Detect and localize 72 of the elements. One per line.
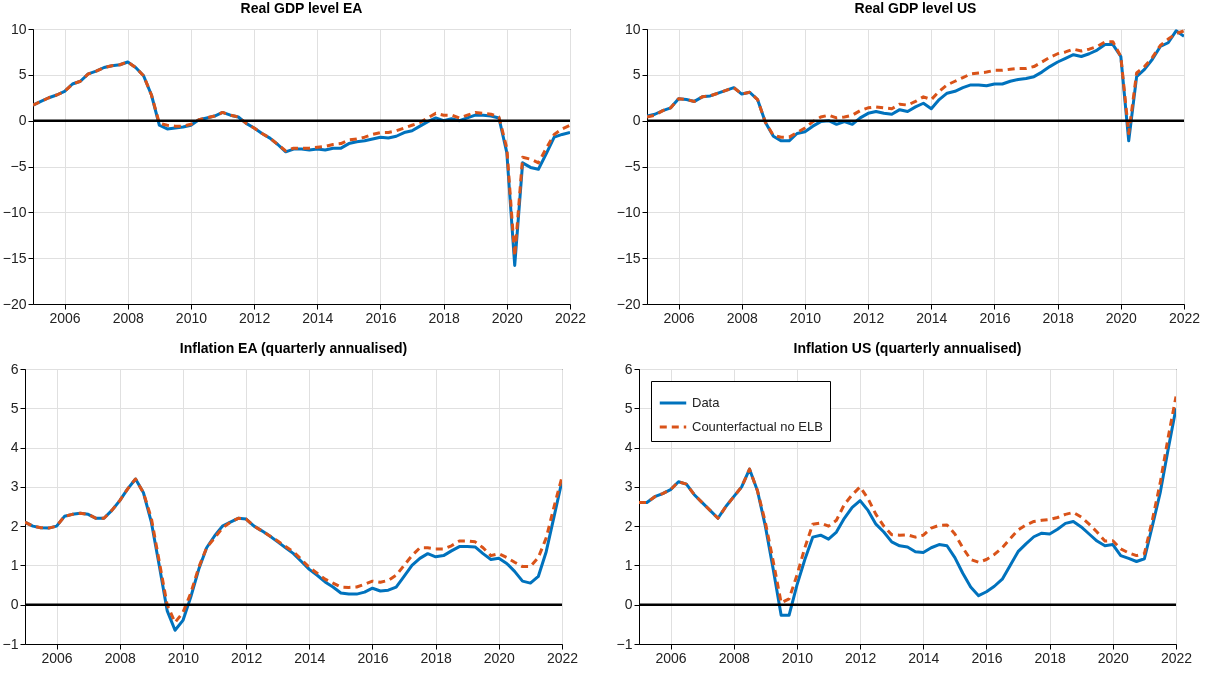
y-tick-label: 4 — [10, 439, 19, 456]
x-tick-label: 2006 — [663, 309, 695, 326]
x-tick-label: 2022 — [1160, 649, 1193, 666]
y-tick-label: 10 — [10, 20, 27, 37]
x-tick-label: 2012 — [845, 649, 877, 666]
x-tick-label: 2018 — [1034, 649, 1066, 666]
y-tick-label: 5 — [18, 66, 27, 83]
y-tick-label: 0 — [632, 112, 641, 129]
x-tick-label: 2018 — [428, 309, 460, 326]
x-tick-label: 2012 — [231, 649, 263, 666]
y-tick-label: −20 — [2, 295, 27, 312]
y-tick-label: −1 — [616, 635, 633, 652]
x-tick-label: 2018 — [420, 649, 452, 666]
y-tick-label: 1 — [10, 556, 19, 573]
x-tick-label: 2010 — [789, 309, 822, 326]
y-tick-label: 3 — [624, 478, 633, 495]
y-tick-label: −5 — [624, 158, 641, 174]
y-tick-label: 5 — [624, 399, 633, 416]
x-tick-label: 2018 — [1042, 309, 1074, 326]
x-tick-label: 2022 — [1168, 309, 1201, 326]
y-tick-label: 5 — [10, 399, 19, 416]
y-tick-label: 10 — [624, 20, 641, 37]
y-tick-label: 0 — [18, 112, 27, 129]
x-tick-label: 2020 — [491, 309, 524, 326]
x-tick-label: 2010 — [781, 649, 814, 666]
x-tick-label: 2016 — [971, 649, 1003, 666]
x-tick-label: 2020 — [1105, 309, 1138, 326]
x-tick-label: 2020 — [483, 649, 516, 666]
y-tick-label: 5 — [632, 66, 641, 83]
x-tick-label: 2022 — [554, 309, 587, 326]
x-tick-label: 2008 — [726, 309, 759, 326]
chart-title: Inflation US (quarterly annualised) — [793, 340, 1022, 356]
x-tick-label: 2022 — [546, 649, 579, 666]
y-tick-label: −20 — [616, 295, 641, 312]
legend-label: Counterfactual no ELB — [692, 419, 823, 434]
y-tick-label: −10 — [2, 203, 27, 220]
y-tick-label: 3 — [10, 478, 19, 495]
y-tick-label: −15 — [616, 249, 641, 266]
y-tick-label: −15 — [2, 249, 27, 266]
y-tick-label: 6 — [10, 360, 19, 377]
x-tick-label: 2014 — [294, 649, 326, 666]
y-tick-label: −5 — [10, 158, 27, 174]
chart-title: Real GDP level US — [854, 0, 977, 16]
x-tick-label: 2012 — [853, 309, 885, 326]
x-tick-label: 2020 — [1097, 649, 1130, 666]
x-tick-label: 2014 — [916, 309, 948, 326]
x-tick-label: 2014 — [302, 309, 334, 326]
x-tick-label: 2008 — [112, 309, 145, 326]
x-tick-label: 2016 — [979, 309, 1011, 326]
x-tick-label: 2008 — [104, 649, 137, 666]
x-tick-label: 2006 — [655, 649, 687, 666]
y-tick-label: 2 — [624, 517, 633, 534]
y-tick-label: −10 — [616, 203, 641, 220]
x-tick-label: 2016 — [365, 309, 397, 326]
x-tick-label: 2014 — [908, 649, 940, 666]
x-tick-label: 2006 — [49, 309, 81, 326]
y-tick-label: 0 — [10, 596, 19, 613]
y-tick-label: 0 — [624, 596, 633, 613]
x-tick-label: 2010 — [167, 649, 200, 666]
y-tick-label: −1 — [2, 635, 19, 652]
chart-title: Inflation EA (quarterly annualised) — [179, 340, 408, 356]
legend-label: Data — [692, 395, 721, 410]
x-tick-label: 2010 — [175, 309, 208, 326]
x-tick-label: 2012 — [239, 309, 271, 326]
y-tick-label: 6 — [624, 360, 633, 377]
x-tick-label: 2008 — [718, 649, 751, 666]
y-tick-label: 2 — [10, 517, 19, 534]
y-tick-label: 1 — [624, 556, 633, 573]
x-tick-label: 2006 — [41, 649, 73, 666]
x-tick-label: 2016 — [357, 649, 389, 666]
y-tick-label: 4 — [624, 439, 633, 456]
chart-title: Real GDP level EA — [240, 0, 363, 16]
